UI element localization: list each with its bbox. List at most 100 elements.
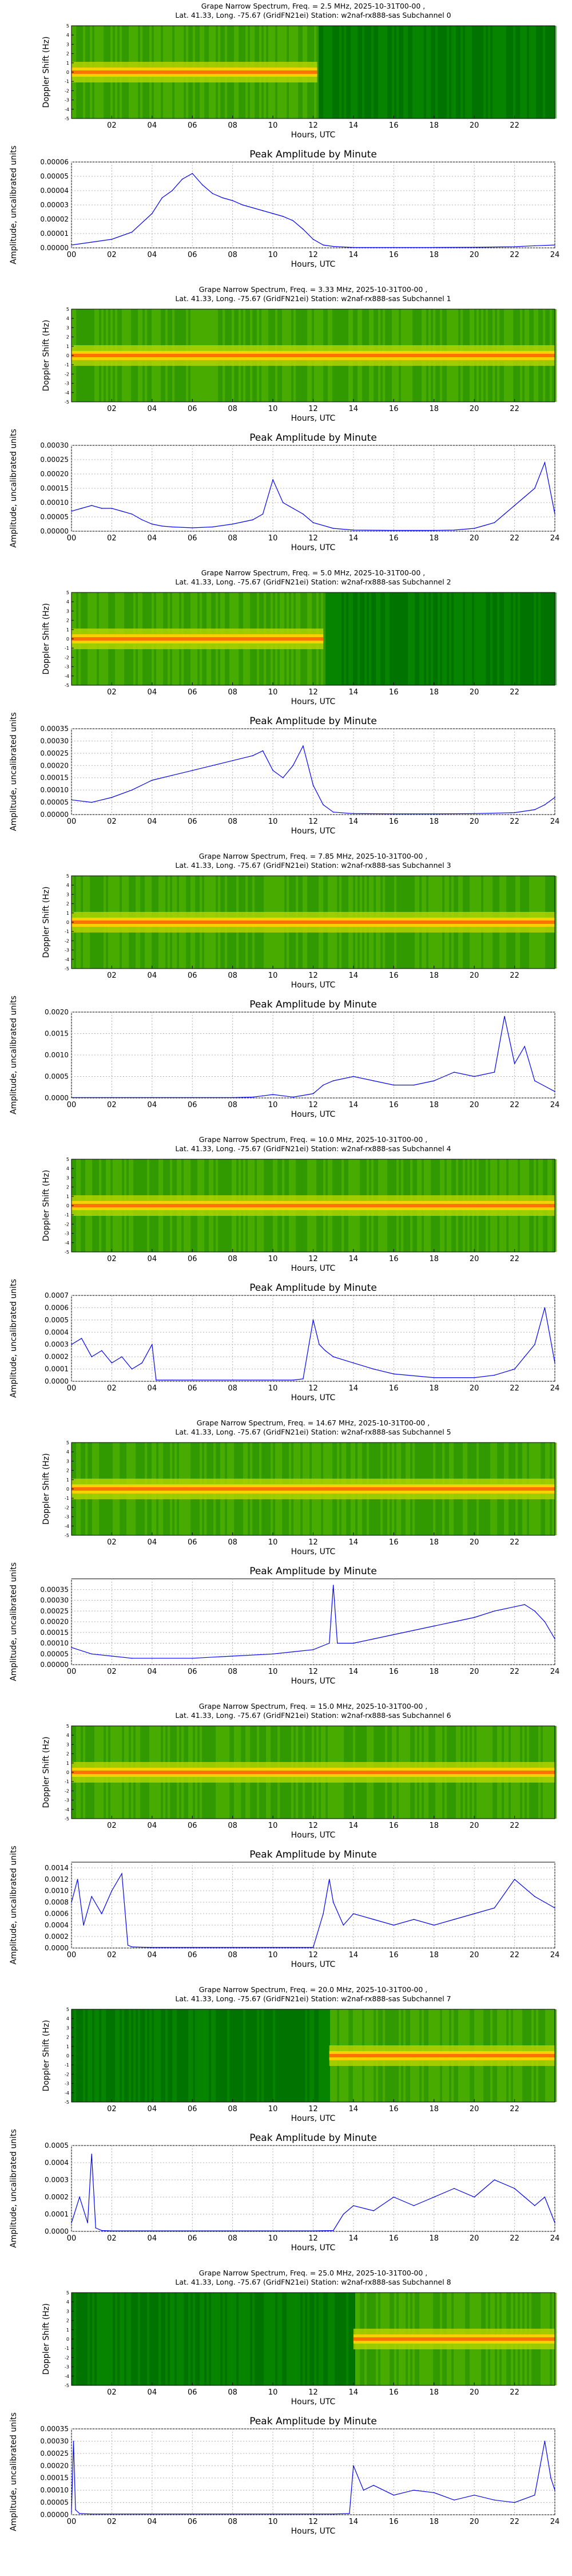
y-tick-label: 0.00025 [40, 1607, 69, 1615]
x-tick-label: 22 [510, 405, 519, 413]
heatmap-column [536, 592, 538, 685]
y-tick-label: 0.00006 [40, 158, 69, 166]
y-tick-label: 2 [66, 52, 69, 57]
y-tick-label: 0.00030 [40, 1597, 69, 1605]
y-tick-label: 0.0007 [45, 1291, 69, 1299]
carrier-band-core [329, 2054, 555, 2057]
y-axis-label: Amplitude, uncalibrated units [9, 1846, 18, 1965]
series-point [534, 1896, 535, 1897]
y-tick-label: 4 [66, 883, 69, 888]
heatmap-column [426, 592, 428, 685]
heatmap-column [213, 2293, 216, 2385]
heatmap-column [341, 592, 344, 685]
y-tick-label: -3 [65, 381, 69, 386]
y-tick-label: 0.00020 [40, 761, 69, 769]
heatmap-column [76, 2293, 78, 2385]
x-tick-label: 00 [67, 1951, 77, 1959]
heatmap-column [120, 2293, 122, 2385]
heatmap-column [232, 2293, 234, 2385]
x-tick-label: 20 [470, 1822, 479, 1830]
series-point [524, 1356, 525, 1357]
series-point [272, 1653, 273, 1655]
series-point [272, 479, 273, 480]
x-tick-label: 16 [389, 2234, 399, 2243]
heatmap-column [236, 2009, 239, 2102]
heatmap-column [312, 2009, 314, 2102]
heatmap-column [145, 2009, 147, 2102]
heatmap-column [374, 26, 376, 118]
heatmap-column [554, 1159, 557, 1252]
series-point [393, 1373, 395, 1374]
series-point [393, 1925, 395, 1926]
heatmap-column [410, 592, 412, 685]
heatmap-column [554, 1443, 557, 1535]
series-point [312, 2230, 314, 2231]
series-point [544, 804, 546, 805]
heatmap-column [536, 26, 538, 118]
x-tick-label: 06 [188, 2388, 197, 2397]
x-tick-label: 22 [510, 971, 519, 980]
y-tick-label: 0.00010 [40, 2486, 69, 2494]
heatmap-column [268, 2009, 271, 2102]
x-tick-label: 24 [550, 1384, 560, 1393]
heatmap-column [88, 2293, 90, 2385]
y-tick-label: -4 [65, 957, 69, 962]
spectrum-title-line2: Lat. 41.33, Long. -75.67 (GridFN21ei) St… [175, 578, 451, 586]
x-tick-label: 10 [268, 1255, 278, 1263]
heatmap-column [481, 26, 483, 118]
y-tick-label: 3 [66, 1459, 69, 1464]
series-point [332, 1080, 334, 1081]
heatmap-column [190, 2293, 193, 2385]
heatmap-column [88, 2009, 90, 2102]
series-point [161, 197, 163, 199]
heatmap-column [305, 2009, 307, 2102]
x-tick-label: 00 [67, 2518, 77, 2526]
spectrum-panel-16: Grape Narrow Spectrum, Freq. = 25.0 MHz,… [42, 2269, 557, 2407]
x-tick-label: 14 [349, 405, 359, 413]
heatmap-column [165, 2293, 168, 2385]
y-tick-label: 0.00005 [40, 799, 69, 807]
y-tick-label: 0.00030 [40, 441, 69, 449]
heatmap-column [94, 2293, 97, 2385]
series-point [454, 530, 455, 531]
series-point [152, 780, 153, 781]
series-point [514, 246, 515, 247]
heatmap-column [122, 2009, 124, 2102]
spectrum-heatmap [72, 1159, 557, 1252]
series-point [534, 809, 535, 811]
heatmap-column [259, 2009, 261, 2102]
series-point [232, 1656, 233, 1657]
heatmap-column [259, 2293, 261, 2385]
heatmap-column [550, 592, 552, 685]
x-tick-label: 08 [228, 1951, 237, 1959]
carrier-band-core [72, 1487, 555, 1491]
heatmap-column [481, 592, 483, 685]
x-tick-label: 16 [389, 817, 399, 826]
y-tick-label: 0.0004 [45, 1921, 69, 1929]
y-tick-label: -4 [65, 2374, 69, 2379]
heatmap-column [163, 2293, 165, 2385]
x-tick-label: 24 [550, 1101, 560, 1109]
heatmap-column [495, 26, 497, 118]
heatmap-column [339, 592, 341, 685]
heatmap-column [351, 26, 353, 118]
y-tick-label: 0.00025 [40, 749, 69, 757]
heatmap-column [390, 26, 392, 118]
heatmap-column [335, 592, 337, 685]
x-tick-label: 16 [389, 1951, 399, 1959]
series-point [554, 1091, 555, 1092]
x-tick-label: 24 [550, 251, 560, 259]
series-point [413, 1084, 415, 1086]
heatmap-column [497, 592, 499, 685]
x-tick-label: 10 [268, 1538, 278, 1547]
x-tick-label: 18 [429, 405, 439, 413]
series-point [91, 2154, 93, 2155]
series-point [152, 1657, 153, 1659]
y-tick-label: 0.00015 [40, 1629, 69, 1637]
x-tick-label: 04 [148, 2518, 157, 2526]
heatmap-column [470, 26, 472, 118]
heatmap-column [204, 2009, 206, 2102]
x-tick-label: 22 [510, 1384, 519, 1393]
y-tick-label: -4 [65, 390, 69, 396]
x-tick-label: 22 [510, 1101, 519, 1109]
